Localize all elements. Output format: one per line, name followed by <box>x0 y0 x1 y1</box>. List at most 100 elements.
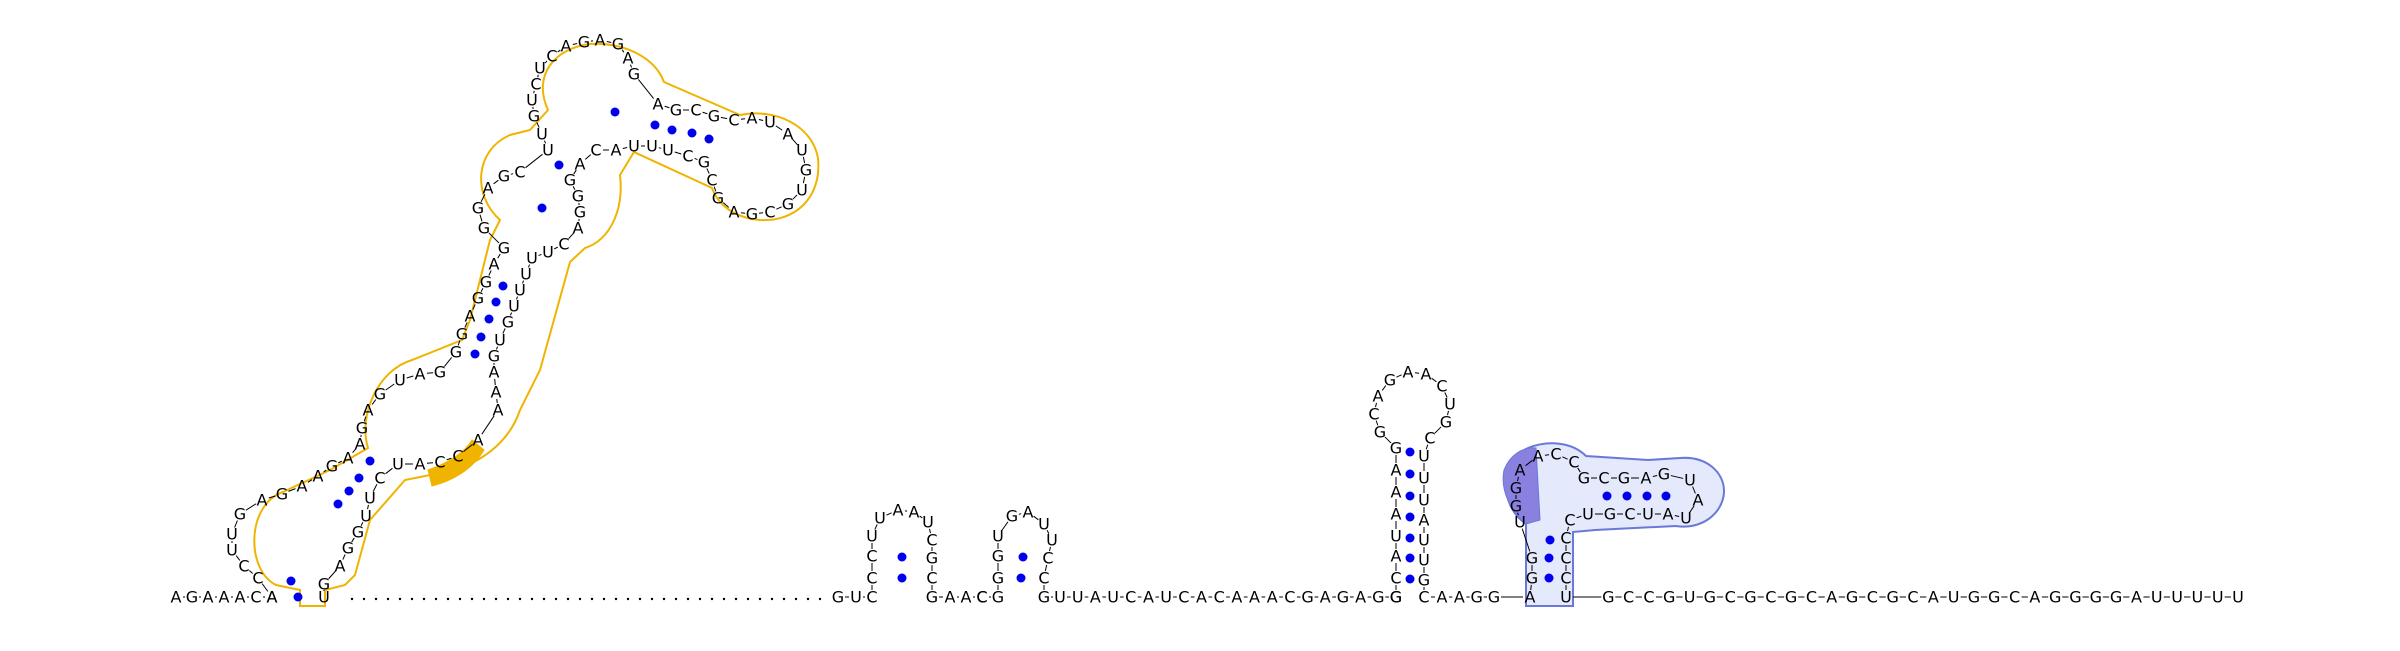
unpaired-linker-dot <box>434 597 438 601</box>
baseline-middle-nt: A <box>1249 588 1260 607</box>
tall-hairpin-nt: U <box>1418 531 1430 550</box>
tall-hairpin-nt: A <box>1391 461 1402 480</box>
gold-structure-nt: U <box>226 541 238 560</box>
tall-hairpin-nt: G <box>1384 371 1396 390</box>
backbone-bond <box>371 399 377 405</box>
highlight-layer <box>253 42 1726 607</box>
hairpin-1-nt: C <box>926 569 937 588</box>
gold-structure-nt: G <box>498 239 510 258</box>
backbone-bond <box>351 537 355 543</box>
gold-structure-nt: C <box>514 163 525 182</box>
gold-structure-nt: A <box>297 477 308 496</box>
baseline-3prime-nt: A <box>2029 588 2040 607</box>
gold-structure-nt: G <box>502 313 514 332</box>
unpaired-linker-dot <box>374 597 378 601</box>
hairpin-2-nt: C <box>976 588 987 607</box>
tall-hairpin-nt: U <box>1418 551 1430 570</box>
baseline-middle-nt: C <box>1178 588 1189 607</box>
base-pair-dot <box>344 486 354 496</box>
base-pair-dot <box>1405 447 1415 457</box>
backbone-bond <box>479 214 483 222</box>
backbone-bond <box>235 555 241 561</box>
base-pair-dot <box>554 160 564 170</box>
backbone-bond <box>1577 467 1581 473</box>
baseline-3prime-nt: C <box>1643 588 1654 607</box>
baseline-3prime-nt: U <box>2151 588 2163 607</box>
backbone-bond <box>919 515 923 519</box>
backbone-bond <box>792 194 798 200</box>
unpaired-linker-dot <box>650 597 654 601</box>
unpaired-linker-dot <box>422 597 426 601</box>
tall-hairpin-nt: A <box>1403 363 1414 382</box>
gold-structure-nt: U <box>520 265 532 284</box>
baseline-3prime-nt: A <box>2131 588 2142 607</box>
unpaired-linker-dot <box>590 597 594 601</box>
blue-hairpin-nt: A <box>1533 447 1544 466</box>
backbone-bond <box>1670 475 1684 479</box>
backbone-bond <box>1530 584 1532 591</box>
backbone-bond <box>557 49 561 53</box>
backbone-bond <box>360 522 364 526</box>
gold-structure-nt: A <box>747 109 758 128</box>
backbone-bond <box>1396 374 1402 378</box>
unpaired-linker-dot <box>734 597 738 601</box>
gold-structure-nt: G <box>318 575 330 594</box>
gold-structure-nt: A <box>267 588 278 607</box>
hairpin-1-nt: G <box>926 588 938 607</box>
backbone-bond <box>1046 530 1050 534</box>
baseline-3prime-nt: A <box>1928 588 1939 607</box>
backbone-bond <box>776 206 782 210</box>
backbone-bond <box>268 495 276 499</box>
base-pair-dot <box>354 473 364 483</box>
backbone-bond <box>352 448 356 454</box>
backbone-bond <box>1001 521 1009 531</box>
hairpin-1-nt: U <box>922 513 934 532</box>
base-pair-dot <box>498 281 508 291</box>
baseline-3prime-nt: G <box>2110 588 2122 607</box>
baseline-middle-nt: A <box>1267 588 1278 607</box>
tall-hairpin-nt: U <box>1444 395 1456 414</box>
backbone-bond <box>702 111 708 115</box>
gold-structure-nt: U <box>514 281 526 300</box>
backbone-bond <box>606 41 612 43</box>
base-pair-dot <box>687 128 697 138</box>
hairpin-1-nt: U <box>850 588 862 607</box>
gold-structure-nt: U <box>394 371 406 390</box>
base-pair-dot <box>1018 552 1028 562</box>
tall-hairpin-nt: A <box>1419 511 1430 530</box>
baseline-3prime-nt: U <box>2171 588 2183 607</box>
gold-structure-nt: G <box>574 203 586 222</box>
baseline-5prime-nt: A <box>235 588 246 607</box>
unpaired-linker-dot <box>362 597 366 601</box>
gold-structure-nt: A <box>465 307 476 326</box>
blue-hairpin-nt: A <box>1693 491 1704 510</box>
backbone-bond <box>248 570 254 574</box>
backbone-bond <box>406 375 414 379</box>
hairpin-2-nt: G <box>992 569 1004 588</box>
baseline-5prime-nt: A <box>171 588 182 607</box>
baseline-linker-nt: A <box>1437 588 1448 607</box>
tall-hairpin-nt: C <box>1424 429 1435 448</box>
baseline-middle-nt: A <box>1143 588 1154 607</box>
unpaired-linker-dot <box>446 597 450 601</box>
backbone-bond <box>1044 564 1048 572</box>
unpaired-linker-dot <box>554 597 558 601</box>
backbone-bond <box>509 312 513 316</box>
blue-hairpin-nt: G <box>1578 469 1590 488</box>
base-pair-dot <box>1405 533 1415 543</box>
unpaired-linker-dot <box>638 597 642 601</box>
backbone-bond <box>497 253 501 259</box>
baseline-middle-nt: A <box>1355 588 1366 607</box>
backbone-bond <box>457 340 461 346</box>
baseline-3prime-nt: C <box>1725 588 1736 607</box>
baseline-3prime-nt: G <box>1886 588 1898 607</box>
backbone-bond <box>245 503 257 511</box>
gold-structure-nt: U <box>360 507 372 526</box>
baseline-linker-nt: G <box>1470 588 1482 607</box>
backbone-bond <box>792 138 798 146</box>
gold-structure-nt: G <box>352 523 364 542</box>
baseline-3prime-nt: C <box>1867 588 1878 607</box>
backbone-bond <box>629 64 633 68</box>
tall-hairpin-nt: A <box>1391 505 1402 524</box>
unpaired-linker-dot <box>806 597 810 601</box>
